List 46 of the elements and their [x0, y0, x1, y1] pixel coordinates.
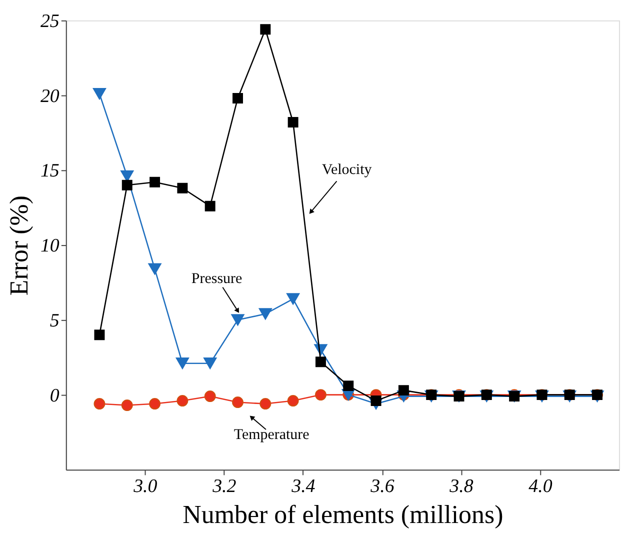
y-tick-label: 5: [50, 310, 60, 332]
point: [122, 180, 132, 190]
point: [260, 24, 271, 35]
annotation: Velocity: [322, 162, 372, 178]
point: [176, 358, 190, 370]
y-tick-label: 25: [40, 10, 60, 32]
point: [121, 400, 133, 412]
point: [314, 389, 326, 401]
x-tick-label: 3.6: [370, 476, 395, 498]
point: [176, 395, 188, 407]
point: [204, 390, 216, 402]
y-axis-title: Error (%): [4, 195, 34, 296]
point: [177, 182, 188, 194]
point: [287, 395, 299, 407]
annotation: Pressure: [191, 270, 242, 287]
x-tick-label: 4.0: [528, 476, 553, 498]
point: [94, 398, 106, 410]
point: [288, 117, 298, 128]
y-tick-label: 20: [40, 86, 60, 107]
point: [260, 398, 272, 410]
point: [370, 396, 382, 406]
point: [231, 314, 244, 326]
point: [120, 170, 134, 182]
x-tick-label: 3.4: [290, 476, 316, 498]
y-tick-label: 0: [50, 385, 60, 406]
point: [150, 176, 160, 188]
point: [203, 358, 217, 370]
point: [149, 398, 161, 410]
y-tick-label: 15: [40, 160, 60, 182]
point: [204, 200, 216, 212]
x-tick-label: 3.2: [212, 476, 237, 498]
x-axis-title: Number of elements (millions): [182, 500, 504, 530]
point: [286, 293, 300, 305]
point: [148, 263, 162, 275]
point: [258, 308, 272, 320]
point: [232, 93, 243, 104]
point: [94, 330, 105, 340]
x-tick-label: 3.8: [448, 476, 474, 498]
point: [232, 396, 244, 408]
point: [315, 356, 326, 368]
annotation: Temperature: [234, 427, 310, 444]
x-tick-label: 3.0: [132, 476, 158, 498]
point: [343, 380, 354, 392]
point: [92, 88, 106, 100]
point: [398, 385, 409, 396]
y-tick-label: 10: [40, 236, 60, 257]
